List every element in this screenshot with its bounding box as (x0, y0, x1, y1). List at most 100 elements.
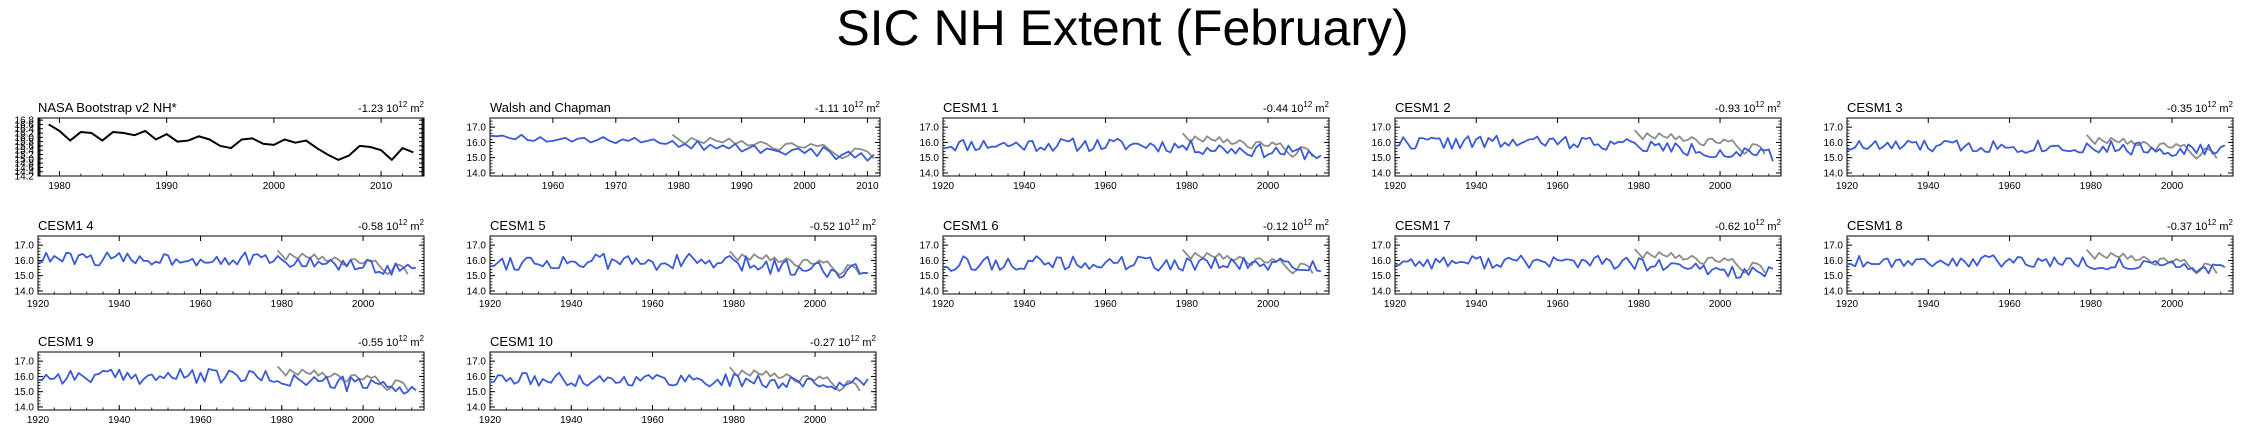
trend-label: -1.23 1012 m2 (358, 100, 425, 115)
panel-title: NASA Bootstrap v2 NH* (38, 100, 177, 115)
x-tick-label: 2000 (1257, 181, 1280, 192)
x-tick-label: 1920 (932, 299, 955, 310)
x-tick-label: 1940 (1013, 181, 1036, 192)
x-tick-label: 1940 (560, 299, 583, 310)
trend-label: -1.11 1012 m2 (815, 100, 881, 115)
y-tick-label: 14.8 (15, 159, 35, 170)
y-tick-label: 16.6 (15, 120, 35, 131)
y-tick-label: 14.0 (467, 168, 487, 179)
x-tick-label: 1940 (1917, 299, 1940, 310)
x-tick-label: 1960 (641, 299, 664, 310)
y-tick-label: 14.0 (1372, 286, 1392, 297)
x-tick-label: 1980 (723, 299, 746, 310)
panel-title: CESM1 5 (490, 218, 546, 233)
series-line (489, 371, 869, 391)
series-line (942, 255, 1322, 273)
plot-frame (942, 117, 1330, 177)
x-tick-label: 1920 (1836, 299, 1859, 310)
x-tick-label: 1920 (27, 299, 50, 310)
x-tick-label: 1940 (560, 415, 583, 426)
x-tick-label: 2000 (1709, 299, 1732, 310)
plot-frame (1394, 117, 1782, 177)
series-line (489, 133, 875, 162)
x-tick-label: 2000 (263, 181, 286, 192)
y-tick-label: 14.0 (467, 402, 487, 413)
x-tick-label: 1940 (1465, 181, 1488, 192)
y-tick-label: 14.0 (1824, 286, 1844, 297)
x-tick-label: 1980 (2080, 299, 2103, 310)
x-tick-label: 1990 (730, 181, 753, 192)
series-line (1394, 134, 1774, 162)
y-tick-label: 15.4 (15, 146, 35, 157)
panel-title: Walsh and Chapman (490, 100, 611, 115)
y-tick-label: 15.6 (15, 141, 35, 152)
x-tick-label: 2000 (793, 181, 816, 192)
plot-frame (1846, 117, 2234, 177)
x-tick-label: 1960 (189, 299, 212, 310)
y-tick-label: 15.0 (15, 154, 35, 165)
y-tick-label: 15.8 (15, 137, 35, 148)
series-line (1846, 254, 2226, 275)
y-tick-label: 15.0 (1372, 271, 1392, 282)
plot-frame (942, 235, 1330, 295)
y-tick-label: 14.4 (15, 167, 35, 178)
x-tick-label: 1980 (2080, 181, 2103, 192)
x-tick-label: 1960 (1094, 181, 1117, 192)
x-tick-label: 1920 (932, 181, 955, 192)
panel-title: CESM1 7 (1395, 218, 1451, 233)
x-tick-label: 1960 (1094, 299, 1117, 310)
x-tick-label: 1940 (1465, 299, 1488, 310)
y-tick-label: 14.0 (1824, 168, 1844, 179)
x-tick-label: 1960 (1546, 181, 1569, 192)
x-tick-label: 2010 (856, 181, 879, 192)
x-tick-label: 1940 (108, 299, 131, 310)
chart-panel: CESM1 7 -0.62 1012 m2 14.0 15.0 16.0 17.0 1920… (1372, 218, 1782, 310)
y-tick-label: 14.0 (920, 168, 940, 179)
chart-panel: CESM1 9 -0.55 1012 m2 14.0 15.0 16.0 17.0 1920… (15, 334, 425, 426)
x-tick-label: 1980 (1628, 181, 1651, 192)
y-tick-label: 17.0 (1824, 241, 1844, 252)
trend-label: -0.12 1012 m2 (1263, 218, 1330, 233)
figure-title: SIC NH Extent (February) (836, 0, 1409, 56)
x-tick-label: 1980 (1628, 299, 1651, 310)
y-tick-label: 17.0 (1824, 123, 1844, 134)
x-tick-label: 1940 (108, 415, 131, 426)
x-tick-label: 1980 (48, 181, 71, 192)
y-tick-label: 15.0 (15, 271, 35, 282)
chart-panel: CESM1 5 -0.52 1012 m2 14.0 15.0 16.0 17.0 1920… (467, 218, 877, 310)
y-tick-label: 14.2 (15, 172, 35, 183)
trend-label: -0.93 1012 m2 (1715, 100, 1782, 115)
y-tick-label: 14.6 (15, 163, 35, 174)
panel-title: CESM1 1 (943, 100, 999, 115)
trend-label: -0.44 1012 m2 (1263, 100, 1330, 115)
trend-label: -0.37 1012 m2 (2167, 218, 2234, 233)
x-tick-label: 2000 (1709, 181, 1732, 192)
y-tick-label: 17.0 (1372, 123, 1392, 134)
x-tick-label: 2000 (2161, 299, 2184, 310)
plot-frame (1846, 235, 2234, 295)
y-tick-label: 15.0 (920, 153, 940, 164)
panel-title: CESM1 6 (943, 218, 999, 233)
panel-title: CESM1 4 (38, 218, 94, 233)
trend-label: -0.52 1012 m2 (810, 218, 877, 233)
plot-frame (1394, 235, 1782, 295)
series-line (942, 137, 1322, 161)
series-line (48, 123, 414, 161)
x-tick-label: 1980 (271, 299, 294, 310)
y-tick-label: 16.0 (1372, 256, 1392, 267)
chart-panel: CESM1 1 -0.44 1012 m2 14.0 15.0 16.0 17.0 1920… (920, 100, 1330, 192)
x-tick-label: 1920 (479, 299, 502, 310)
y-tick-label: 14.0 (920, 286, 940, 297)
y-tick-label: 14.0 (467, 286, 487, 297)
y-tick-label: 15.0 (467, 387, 487, 398)
y-tick-label: 15.0 (1372, 153, 1392, 164)
trend-label: -0.55 1012 m2 (358, 334, 425, 349)
y-tick-label: 17.0 (15, 241, 35, 252)
y-tick-label: 15.2 (15, 150, 35, 161)
x-tick-label: 1920 (479, 415, 502, 426)
x-tick-label: 1920 (1384, 181, 1407, 192)
x-tick-label: 1980 (668, 181, 691, 192)
y-tick-label: 15.0 (15, 387, 35, 398)
plot-frame (37, 351, 425, 411)
chart-panel: CESM1 2 -0.93 1012 m2 14.0 15.0 16.0 17.0 1920… (1372, 100, 1782, 192)
